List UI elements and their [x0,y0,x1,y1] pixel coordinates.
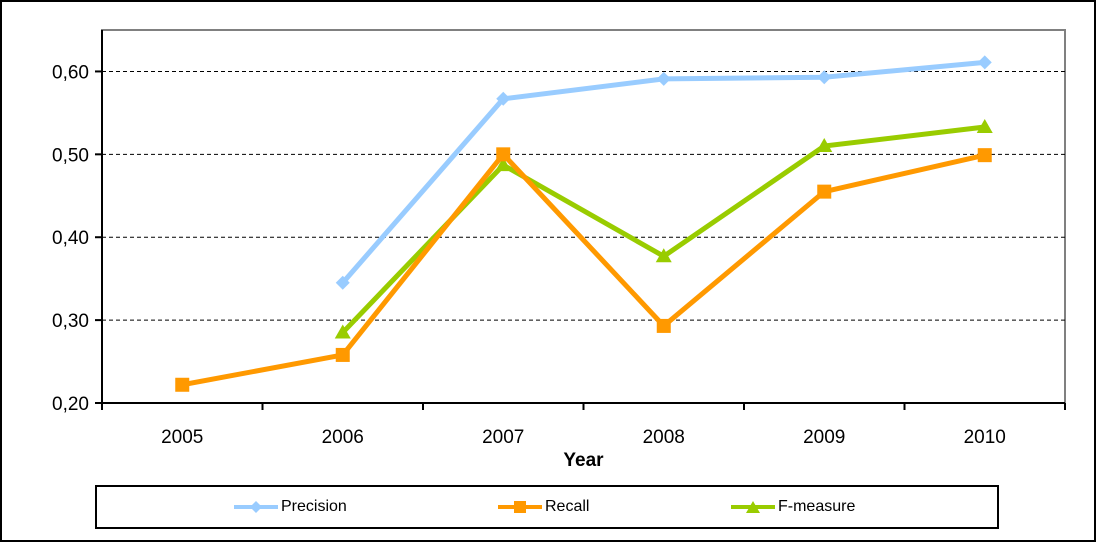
x-tick-label: 2009 [803,427,845,448]
y-tick-label: 0,40 [52,228,89,249]
recall-point-2008 [656,318,671,333]
legend-label-fmeasure: F-measure [778,498,856,515]
legend-item-precision: Precision [233,487,347,527]
legend-item-recall: Recall [497,487,589,527]
y-tick-label: 0,20 [52,394,89,415]
x-axis-title: Year [563,450,604,471]
y-tick-label: 0,30 [52,311,89,332]
f-measure-point-2006 [334,324,351,339]
y-tick-label: 0,60 [52,62,89,83]
legend-label-recall: Recall [545,498,590,515]
plot-area [101,29,1066,404]
x-tick-label: 2008 [643,427,685,448]
legend-item-fmeasure: F-measure [730,487,855,527]
x-tick-label: 2007 [482,427,524,448]
precision-point-2010 [977,55,992,70]
precision-point-2007 [496,91,511,106]
recall-point-2006 [335,347,350,362]
f-measure-point-2010 [976,118,993,133]
f-measure-point-2008 [655,248,672,263]
precision-line-diamond-icon [234,501,278,513]
legend: Precision Recall F-measure [95,485,999,529]
x-tick-label: 2005 [161,427,203,448]
recall-point-2005 [175,377,190,392]
x-tick-label: 2010 [964,427,1006,448]
f-measure-point-2009 [816,138,833,153]
precision-point-2009 [817,70,832,85]
f-measure-point-2007 [495,157,512,172]
recall-point-2009 [817,184,832,199]
fmeasure-line-triangle-icon [731,501,775,513]
precision-point-2008 [656,71,671,86]
x-tick-label: 2006 [322,427,364,448]
precision-point-2006 [335,275,350,290]
recall-point-2010 [977,148,992,163]
y-tick-label: 0,50 [52,145,89,166]
legend-label-precision: Precision [281,498,347,515]
recall-line-square-icon [498,501,542,513]
recall-point-2007 [496,147,511,162]
series-line-recall [181,150,986,388]
